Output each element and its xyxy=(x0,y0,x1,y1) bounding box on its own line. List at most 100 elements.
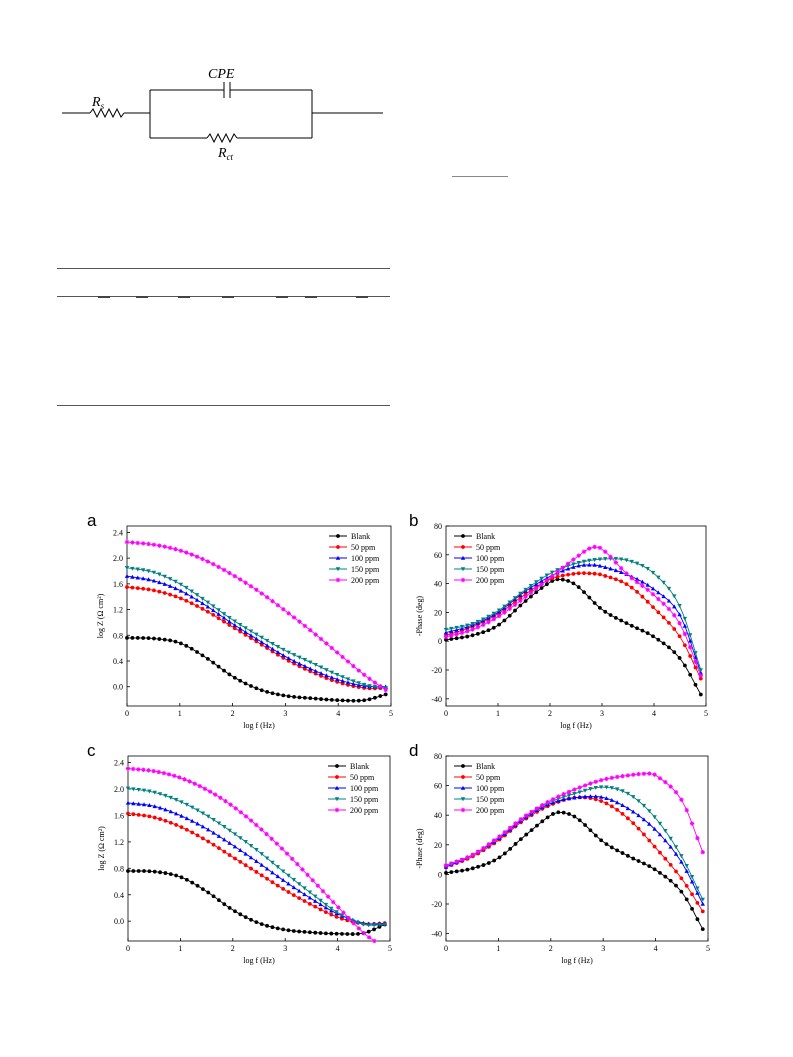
data-point xyxy=(362,698,367,703)
plot-frame xyxy=(445,755,709,942)
data-point xyxy=(302,930,307,934)
data-point xyxy=(647,809,652,814)
data-point xyxy=(313,662,318,667)
data-point xyxy=(560,577,565,582)
data-point xyxy=(598,785,604,790)
data-point xyxy=(152,804,157,809)
data-point xyxy=(157,792,163,797)
data-point xyxy=(599,799,604,803)
data-point xyxy=(200,887,205,892)
data-point xyxy=(211,608,216,613)
data-point xyxy=(200,601,205,606)
data-point xyxy=(295,861,300,867)
y-tick-label: 2.4 xyxy=(114,759,124,768)
data-point xyxy=(684,807,689,813)
data-point xyxy=(156,769,161,775)
data-point xyxy=(449,633,454,638)
data-point xyxy=(545,799,550,805)
y-tick-label: 40 xyxy=(434,580,442,589)
series-line xyxy=(127,813,385,925)
data-point xyxy=(216,664,221,669)
data-point xyxy=(523,599,528,603)
data-point xyxy=(318,907,323,912)
data-point xyxy=(593,785,598,790)
data-point xyxy=(340,698,345,703)
data-point xyxy=(604,785,609,790)
data-point xyxy=(131,801,136,806)
data-point xyxy=(480,617,486,622)
data-point xyxy=(618,570,624,574)
data-point xyxy=(124,573,130,578)
data-point xyxy=(152,869,157,874)
series-blank xyxy=(126,869,387,936)
data-point xyxy=(588,794,593,799)
data-point xyxy=(130,766,136,772)
data-point xyxy=(276,692,280,697)
data-point xyxy=(202,786,208,792)
data-point xyxy=(475,619,481,624)
x-tick-label: 4 xyxy=(652,709,656,718)
data-point xyxy=(566,789,572,795)
data-point xyxy=(652,844,657,849)
equivalent-circuit-diagram: Rs CPE Rct xyxy=(62,67,383,162)
data-point xyxy=(560,568,565,573)
data-point xyxy=(454,625,459,630)
data-point xyxy=(286,656,291,661)
data-point xyxy=(163,807,168,812)
data-point xyxy=(323,902,329,907)
data-point xyxy=(650,570,656,575)
data-point xyxy=(634,579,640,585)
data-point xyxy=(470,621,475,626)
data-point xyxy=(222,619,226,624)
y-tick-label: 0.0 xyxy=(114,917,124,926)
legend-marker xyxy=(461,534,465,538)
data-point xyxy=(254,686,259,691)
data-point xyxy=(614,800,620,805)
data-point xyxy=(254,822,259,828)
data-point xyxy=(238,848,243,852)
x-tick-label: 3 xyxy=(600,709,604,718)
legend-label: Blank xyxy=(350,762,369,771)
data-point xyxy=(275,883,280,888)
data-point xyxy=(528,590,534,595)
data-point xyxy=(350,918,355,923)
data-point xyxy=(650,592,656,597)
data-point xyxy=(259,688,264,693)
data-point xyxy=(668,836,673,841)
data-point xyxy=(281,927,286,932)
x-tick-label: 5 xyxy=(704,709,708,718)
legend-label: Blank xyxy=(351,532,370,541)
data-point xyxy=(555,574,560,579)
x-axis-label: log f (Hz) xyxy=(560,721,592,730)
data-point xyxy=(125,766,131,771)
data-point xyxy=(168,809,173,814)
data-point xyxy=(449,637,454,641)
data-point xyxy=(259,852,264,857)
data-point xyxy=(377,922,382,927)
data-point xyxy=(688,672,693,677)
data-point xyxy=(572,787,577,792)
data-point xyxy=(507,613,512,618)
data-point xyxy=(221,612,227,617)
data-point xyxy=(513,821,518,826)
data-point xyxy=(684,864,689,868)
data-point xyxy=(265,923,269,928)
x-tick-label: 0 xyxy=(444,944,448,953)
data-point xyxy=(645,599,650,604)
data-point xyxy=(560,565,565,570)
data-point xyxy=(674,883,678,888)
x-tick-label: 4 xyxy=(336,709,340,718)
data-point xyxy=(302,623,308,629)
series-line xyxy=(127,637,386,702)
data-point xyxy=(140,576,146,581)
data-point xyxy=(372,684,378,689)
data-point xyxy=(673,790,679,795)
data-point xyxy=(291,653,297,658)
data-point xyxy=(666,586,672,591)
data-point xyxy=(200,824,206,829)
data-point xyxy=(270,646,275,651)
data-point xyxy=(211,604,216,609)
data-point xyxy=(157,580,162,585)
data-point xyxy=(603,549,608,554)
data-point xyxy=(297,695,302,700)
